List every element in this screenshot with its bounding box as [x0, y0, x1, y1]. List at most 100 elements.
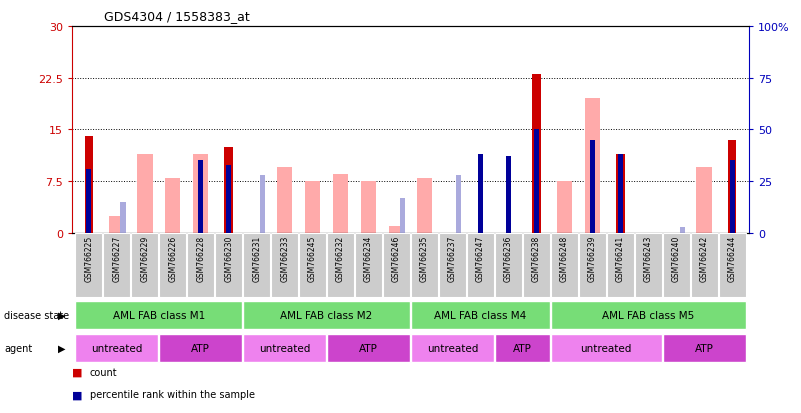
- Text: untreated: untreated: [581, 343, 632, 353]
- Bar: [193, 154, 208, 233]
- Bar: [662, 233, 690, 297]
- Text: GSM766226: GSM766226: [168, 235, 177, 281]
- Bar: [411, 233, 438, 297]
- Text: GSM766241: GSM766241: [616, 235, 625, 281]
- Text: ▶: ▶: [58, 343, 66, 353]
- Text: GSM766247: GSM766247: [476, 235, 485, 282]
- Bar: [618, 155, 623, 233]
- Text: GSM766237: GSM766237: [448, 235, 457, 282]
- Bar: [120, 202, 126, 233]
- Bar: [333, 175, 348, 233]
- Text: ■: ■: [72, 367, 83, 377]
- Text: GSM766245: GSM766245: [308, 235, 317, 282]
- Bar: [728, 140, 736, 233]
- Bar: [215, 233, 242, 297]
- Bar: [305, 182, 320, 233]
- Bar: [109, 216, 124, 233]
- Bar: [244, 301, 410, 329]
- Text: untreated: untreated: [91, 343, 143, 353]
- Text: GSM766231: GSM766231: [252, 235, 261, 281]
- Bar: [244, 233, 270, 297]
- Bar: [495, 233, 521, 297]
- Bar: [551, 334, 662, 362]
- Bar: [244, 334, 326, 362]
- Text: GSM766244: GSM766244: [727, 235, 737, 282]
- Text: GSM766242: GSM766242: [700, 235, 709, 281]
- Bar: [159, 334, 242, 362]
- Bar: [585, 99, 600, 233]
- Text: GSM766235: GSM766235: [420, 235, 429, 282]
- Bar: [75, 301, 242, 329]
- Text: AML FAB class M2: AML FAB class M2: [280, 310, 372, 320]
- Bar: [327, 233, 354, 297]
- Bar: [187, 233, 214, 297]
- Text: AML FAB class M4: AML FAB class M4: [434, 310, 526, 320]
- Text: GSM766236: GSM766236: [504, 235, 513, 282]
- Text: GSM766228: GSM766228: [196, 235, 205, 281]
- Bar: [439, 233, 466, 297]
- Text: GSM766232: GSM766232: [336, 235, 345, 281]
- Text: disease state: disease state: [4, 310, 69, 320]
- Bar: [478, 155, 483, 233]
- Text: GSM766238: GSM766238: [532, 235, 541, 281]
- Text: GSM766248: GSM766248: [560, 235, 569, 281]
- Bar: [159, 233, 186, 297]
- Text: untreated: untreated: [259, 343, 310, 353]
- Bar: [165, 178, 180, 233]
- Text: ATP: ATP: [191, 343, 210, 353]
- Text: AML FAB class M1: AML FAB class M1: [113, 310, 205, 320]
- Text: GSM766230: GSM766230: [224, 235, 233, 282]
- Bar: [75, 334, 159, 362]
- Bar: [506, 157, 511, 233]
- Bar: [224, 147, 233, 233]
- Text: GSM766240: GSM766240: [672, 235, 681, 282]
- Bar: [272, 233, 298, 297]
- Text: count: count: [90, 367, 117, 377]
- Bar: [456, 176, 461, 233]
- Text: GSM766243: GSM766243: [644, 235, 653, 282]
- Text: GSM766234: GSM766234: [364, 235, 373, 282]
- Bar: [730, 161, 735, 233]
- Text: value, Detection Call = ABSENT: value, Detection Call = ABSENT: [90, 412, 245, 413]
- Bar: [680, 227, 685, 233]
- Bar: [226, 165, 231, 233]
- Bar: [467, 233, 494, 297]
- Bar: [635, 233, 662, 297]
- Text: ATP: ATP: [694, 343, 714, 353]
- Text: AML FAB class M5: AML FAB class M5: [602, 310, 694, 320]
- Bar: [327, 334, 410, 362]
- Text: ▶: ▶: [58, 310, 66, 320]
- Bar: [551, 301, 746, 329]
- Bar: [718, 233, 746, 297]
- Text: ATP: ATP: [513, 343, 532, 353]
- Text: GSM766227: GSM766227: [112, 235, 121, 281]
- Bar: [103, 233, 131, 297]
- Bar: [697, 168, 712, 233]
- Text: GSM766246: GSM766246: [392, 235, 401, 282]
- Text: ATP: ATP: [359, 343, 378, 353]
- Bar: [533, 130, 539, 233]
- Bar: [383, 233, 410, 297]
- Bar: [616, 154, 625, 233]
- Text: agent: agent: [4, 343, 32, 353]
- Bar: [355, 233, 382, 297]
- Text: ■: ■: [72, 412, 83, 413]
- Text: GSM766239: GSM766239: [588, 235, 597, 282]
- Text: GDS4304 / 1558383_at: GDS4304 / 1558383_at: [104, 10, 250, 23]
- Bar: [551, 233, 578, 297]
- Bar: [277, 168, 292, 233]
- Bar: [557, 182, 572, 233]
- Bar: [198, 161, 203, 233]
- Bar: [417, 178, 433, 233]
- Bar: [388, 226, 405, 233]
- Text: percentile rank within the sample: percentile rank within the sample: [90, 389, 255, 399]
- Text: GSM766233: GSM766233: [280, 235, 289, 282]
- Bar: [690, 233, 718, 297]
- Bar: [411, 334, 494, 362]
- Bar: [590, 140, 595, 233]
- Text: untreated: untreated: [427, 343, 478, 353]
- Bar: [361, 182, 376, 233]
- Bar: [260, 176, 265, 233]
- Bar: [495, 334, 549, 362]
- Text: ■: ■: [72, 389, 83, 399]
